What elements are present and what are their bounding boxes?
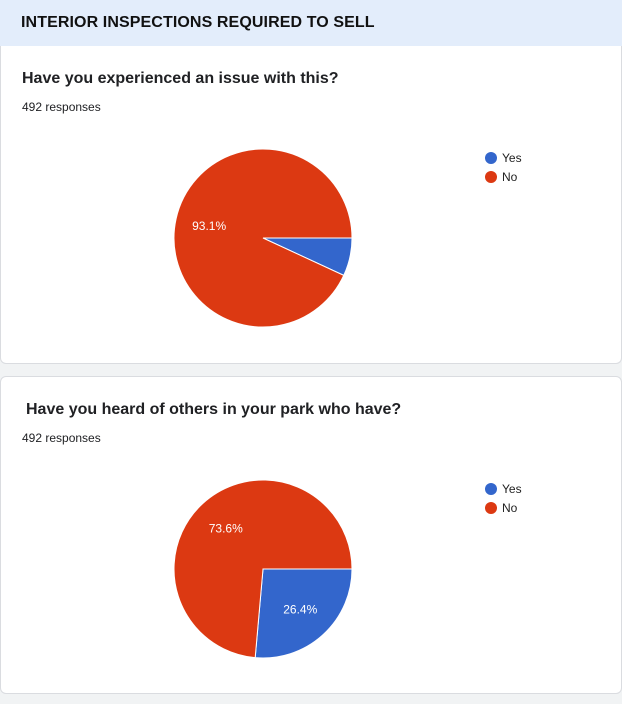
pie-label-no: 73.6% — [209, 521, 243, 535]
section-title: INTERIOR INSPECTIONS REQUIRED TO SELL — [21, 14, 375, 31]
pie-chart[interactable]: 93.1% — [1, 46, 621, 364]
legend-item-yes[interactable]: Yes — [485, 479, 522, 498]
pie-slice-no[interactable] — [173, 479, 353, 659]
chart-legend: Yes No — [485, 148, 522, 186]
pie-label-yes: 26.4% — [283, 603, 317, 617]
legend-item-yes[interactable]: Yes — [485, 148, 522, 167]
legend-label-no: No — [502, 169, 518, 184]
chart-legend: Yes No — [485, 479, 522, 517]
question-card-2: Have you heard of others in your park wh… — [0, 376, 622, 694]
legend-swatch-no — [485, 501, 497, 514]
legend-label-yes: Yes — [502, 150, 522, 165]
legend-label-no: No — [502, 500, 518, 515]
section-header: INTERIOR INSPECTIONS REQUIRED TO SELL — [0, 0, 622, 46]
legend-item-no[interactable]: No — [485, 498, 522, 517]
legend-item-no[interactable]: No — [485, 167, 522, 186]
legend-swatch-yes — [485, 482, 497, 495]
question-title: Have you heard of others in your park wh… — [26, 401, 402, 418]
question-title: Have you experienced an issue with this? — [22, 70, 339, 87]
response-count: 492 responses — [22, 431, 101, 445]
response-count: 492 responses — [22, 100, 101, 114]
pie-slice-no[interactable] — [173, 148, 353, 328]
legend-swatch-no — [485, 170, 497, 183]
legend-label-yes: Yes — [502, 481, 522, 496]
pie-label-no: 93.1% — [192, 219, 226, 233]
pie-chart[interactable]: 26.4% 73.6% — [1, 377, 621, 695]
legend-swatch-yes — [485, 151, 497, 164]
pie-slice-yes[interactable] — [254, 568, 353, 659]
question-card-1: Have you experienced an issue with this?… — [0, 46, 622, 364]
